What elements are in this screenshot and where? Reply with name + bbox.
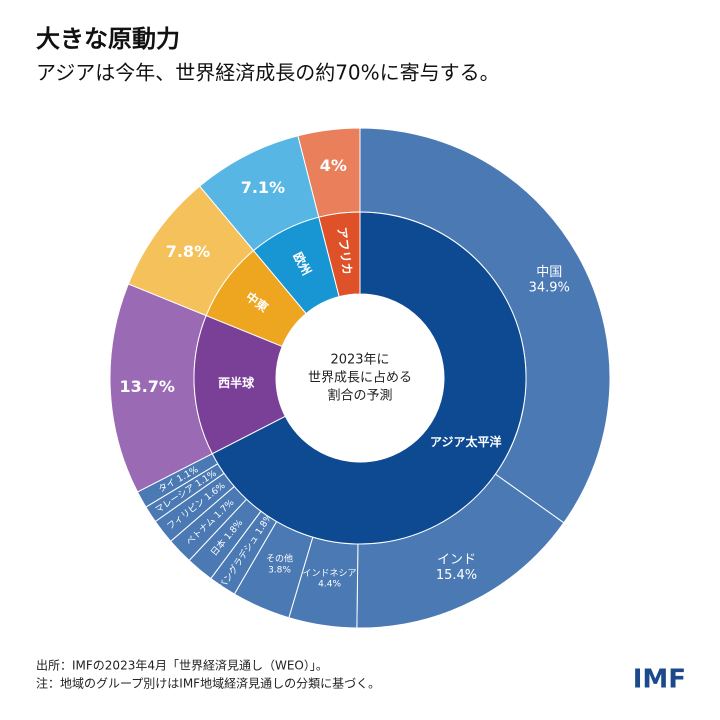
logo: IMF: [633, 665, 686, 695]
segment-value: 7.1%: [241, 178, 285, 197]
segment-name: その他: [266, 552, 293, 564]
segment-name: 中国: [536, 265, 562, 280]
segment-value: 15.4%: [436, 568, 477, 583]
segment-value: 3.8%: [268, 565, 291, 575]
group-label: 西半球: [218, 375, 255, 390]
note: 注：地域のグループ別けはIMF地域経済見通しの分類に基づく。: [36, 676, 380, 691]
segment-value: 7.8%: [166, 242, 210, 261]
group-label: アフリカ: [335, 226, 355, 275]
segment-value: 34.9%: [529, 281, 570, 296]
segment-value: 4.4%: [318, 580, 341, 590]
group-label: アジア太平洋: [430, 434, 502, 449]
inner-segment: [318, 211, 361, 298]
inner-segment: [211, 211, 527, 545]
center-label: 割合の予測: [327, 388, 392, 404]
segment-value: 13.7%: [119, 377, 175, 396]
source: 出所：IMFの2023年4月「世界経済見通し（WEO）」。: [36, 658, 328, 673]
segment-name: インド: [437, 553, 476, 568]
center-label: 世界成長に占める: [308, 371, 412, 386]
center-label: 2023年に: [330, 353, 389, 368]
title: 大きな原動力: [36, 25, 180, 53]
sunburst: 中国34.9%インド15.4%インドネシア4.4%その他3.8%バングラデシュ1…: [109, 127, 611, 629]
segment-value: 4%: [320, 156, 347, 175]
segment-name: インドネシア: [303, 568, 357, 579]
subtitle: アジアは今年、世界経済成長の約70%に寄与する。: [36, 61, 500, 85]
